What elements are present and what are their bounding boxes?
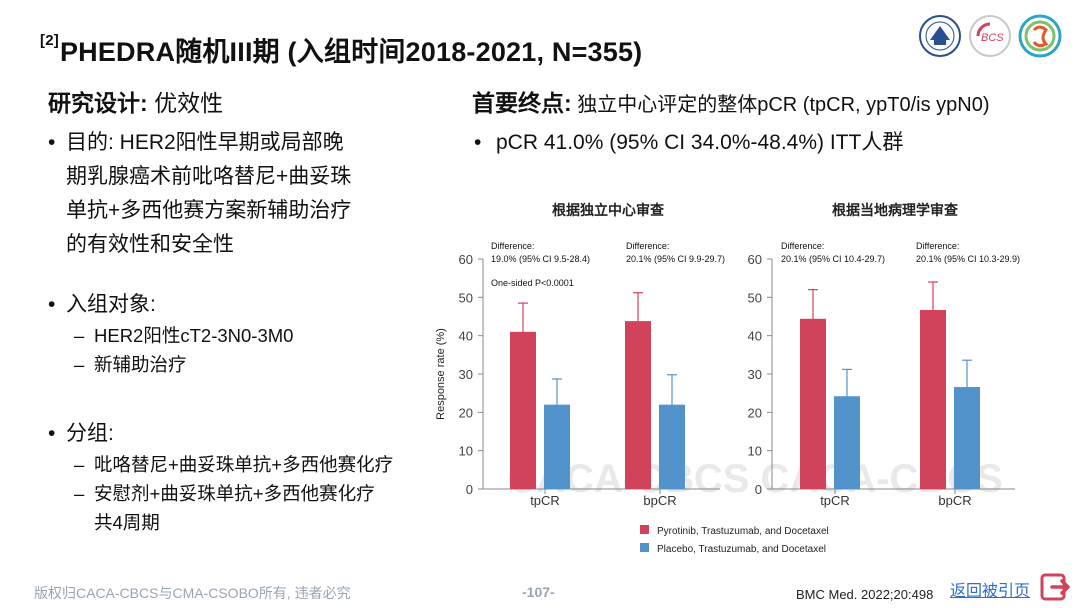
purpose-line: 目的: HER2阳性早期或局部晚 bbox=[66, 131, 344, 154]
subjects-item-text: HER2阳性cT2-3N0-3M0 bbox=[94, 325, 294, 346]
groups-item-text: 吡咯替尼+曲妥珠单抗+多西他赛化疗 bbox=[94, 454, 394, 475]
panel-title: 根据当地病理学审查 bbox=[832, 202, 959, 218]
y-axis-label: Response rate (%) bbox=[435, 328, 447, 420]
difference-label: Difference: bbox=[916, 241, 959, 251]
endpoint-heading: 首要终点: 独立中心评定的整体pCR (tpCR, ypT0/is ypN0) bbox=[472, 84, 990, 118]
groups-item-text: 安慰剂+曲妥珠单抗+多西他赛化疗 bbox=[94, 483, 375, 504]
groups-label: 分组: bbox=[66, 422, 114, 445]
y-tick-label: 60 bbox=[748, 252, 762, 267]
groups-item: – 吡咯替尼+曲妥珠单抗+多西他赛化疗 bbox=[74, 454, 394, 475]
bar bbox=[920, 309, 946, 489]
groups-item-note: 共4周期 bbox=[94, 512, 160, 533]
page-number: -107- bbox=[522, 584, 555, 600]
subjects-item-text: 新辅助治疗 bbox=[94, 354, 187, 375]
x-tick-label: tpCR bbox=[820, 493, 850, 508]
difference-value: 20.1% (95% CI 10.3-29.9) bbox=[916, 254, 1020, 264]
y-tick-label: 20 bbox=[459, 405, 473, 420]
subjects-item: – 新辅助治疗 bbox=[74, 354, 187, 375]
bullet-dot: • bbox=[48, 131, 56, 154]
purpose-line: 期乳腺癌术前吡咯替尼+曲妥珠 bbox=[66, 165, 352, 188]
difference-label: Difference: bbox=[626, 241, 669, 251]
bar bbox=[800, 318, 826, 489]
p-value-annotation: One-sided P<0.0001 bbox=[491, 278, 574, 288]
y-tick-label: 10 bbox=[748, 444, 762, 459]
difference-value: 20.1% (95% CI 10.4-29.7) bbox=[781, 254, 885, 264]
bcs-logo-icon: BCS bbox=[969, 15, 1011, 57]
y-tick-label: 30 bbox=[459, 367, 473, 382]
groups-item: – 安慰剂+曲妥珠单抗+多西他赛化疗 bbox=[74, 483, 375, 504]
y-tick-label: 60 bbox=[459, 252, 473, 267]
difference-value: 20.1% (95% CI 9.9-29.7) bbox=[626, 254, 725, 264]
bar bbox=[510, 331, 536, 489]
x-tick-label: bpCR bbox=[938, 493, 971, 508]
y-tick-label: 10 bbox=[459, 444, 473, 459]
back-link[interactable]: 返回被引页 bbox=[950, 583, 1031, 600]
endpoint-label: 首要终点: bbox=[472, 90, 572, 116]
x-tick-label: tpCR bbox=[530, 493, 560, 508]
y-tick-label: 40 bbox=[748, 329, 762, 344]
csobo-logo-icon bbox=[1018, 14, 1062, 58]
slide-title: [2]PHEDRA随机III期 (入组时间2018-2021, N=355) bbox=[40, 30, 642, 69]
difference-value: 19.0% (95% CI 9.5-28.4) bbox=[491, 254, 590, 264]
y-tick-label: 0 bbox=[466, 482, 473, 497]
legend-swatch bbox=[640, 543, 649, 552]
copyright-notice: 版权归CACA-CBCS与CMA-CSOBO所有, 违者必究 bbox=[34, 585, 351, 601]
design-value: 优效性 bbox=[154, 90, 224, 116]
subjects-bullet: • 入组对象: bbox=[48, 288, 156, 322]
subjects-label: 入组对象: bbox=[66, 293, 156, 316]
legend-label: Pyrotinib, Trastuzumab, and Docetaxel bbox=[657, 526, 829, 537]
design-label: 研究设计: bbox=[48, 90, 148, 116]
endpoint-value: 独立中心评定的整体pCR (tpCR, ypT0/is ypN0) bbox=[577, 94, 990, 116]
groups-bullet: • 分组: bbox=[48, 417, 114, 451]
purpose-line: 单抗+多西他赛方案新辅助治疗 bbox=[66, 199, 352, 222]
panel-title: 根据独立中心审查 bbox=[552, 202, 665, 218]
bullet-dot: • bbox=[48, 293, 56, 316]
y-tick-label: 30 bbox=[748, 367, 762, 382]
purpose-bullet: • 目的: HER2阳性早期或局部晚 期乳腺癌术前吡咯替尼+曲妥珠 单抗+多西他… bbox=[48, 126, 351, 262]
title-text: PHEDRA随机III期 (入组时间2018-2021, N=355) bbox=[59, 37, 643, 67]
svg-text:BCS: BCS bbox=[981, 32, 1004, 44]
back-arrow-icon[interactable] bbox=[1040, 572, 1072, 602]
pcr-bullet: • pCR 41.0% (95% CI 34.0%-48.4%) ITT人群 bbox=[474, 126, 903, 156]
citation: BMC Med. 2022;20:498 bbox=[796, 587, 934, 602]
y-tick-label: 40 bbox=[459, 329, 473, 344]
subjects-item: – HER2阳性cT2-3N0-3M0 bbox=[74, 325, 294, 346]
logo-group: BCS bbox=[918, 14, 1062, 58]
pcr-text: pCR 41.0% (95% CI 34.0%-48.4%) ITT人群 bbox=[496, 131, 904, 154]
bullet-dot: • bbox=[48, 422, 56, 445]
purpose-line: 的有效性和安全性 bbox=[66, 233, 234, 256]
legend-swatch bbox=[640, 525, 649, 534]
difference-label: Difference: bbox=[781, 241, 824, 251]
legend-label: Placebo, Trastuzumab, and Docetaxel bbox=[657, 544, 826, 555]
y-tick-label: 20 bbox=[748, 405, 762, 420]
y-tick-label: 0 bbox=[755, 482, 762, 497]
bullet-dot: • bbox=[474, 131, 482, 154]
y-tick-label: 50 bbox=[459, 290, 473, 305]
reference-mark: [2] bbox=[40, 32, 59, 49]
design-heading: 研究设计: 优效性 bbox=[48, 84, 223, 118]
x-tick-label: bpCR bbox=[643, 493, 676, 508]
y-tick-label: 50 bbox=[748, 290, 762, 305]
difference-label: Difference: bbox=[491, 241, 534, 251]
caca-logo-icon bbox=[919, 15, 961, 57]
